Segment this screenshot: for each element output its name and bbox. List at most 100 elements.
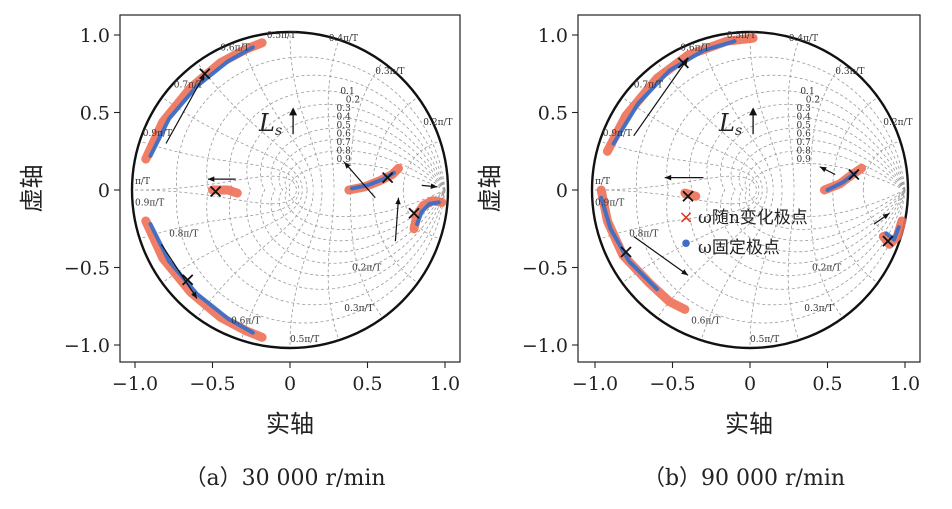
frequency-label: 0.2π/T [352,264,381,274]
frequency-curve [198,64,308,191]
panel-b: Ls0.10.20.30.40.50.60.70.80.90.2π/T0.3π/… [476,14,921,491]
frequency-curve [372,189,416,282]
x-axis-label: 实轴 [266,410,314,438]
frequency-curve [241,189,314,338]
frequency-label: 0.4π/T [329,34,358,44]
x-tick-label: −1.0 [112,373,158,395]
y-tick-label: −1.0 [64,335,110,357]
damping-label: 0.3 [337,104,352,114]
y-tick-label: −0.5 [522,258,568,280]
x-tick-label: 0 [284,373,296,395]
pole-locus [141,38,267,164]
axes-frame [577,14,921,363]
frequency-label: 0.6π/T [231,316,260,326]
x-tick-label: 1.0 [890,373,920,395]
damping-curve [720,116,906,264]
frequency-label: 0.4π/T [789,34,818,44]
panel-caption: （b）90 000 r/min [643,466,845,491]
unit-circle [130,30,450,350]
frequency-label: 0.5π/T [290,335,319,345]
frequency-label: 0.7π/T [174,81,203,91]
direction-arrow [394,197,400,242]
frequency-label: 0.2π/T [883,118,912,128]
series-fixed-poles [148,45,441,335]
damping-label: 0.2 [806,95,820,105]
frequency-label: 0.9π/T [603,129,632,139]
y-tick-label: −0.5 [64,258,110,280]
y-axis-label: 虚轴 [18,165,46,213]
axis-ticks: −1.0 −0.5 0 0.5 1.0 1.0 0.5 0 −0.5 −1.0 [522,25,920,395]
damping-curve [748,162,906,218]
frequency-label: 0.8π/T [629,230,658,240]
frequency-label: 0.8π/T [169,230,198,240]
frequency-label: 0.2π/T [423,118,452,128]
damping-curve [688,90,906,290]
frequency-curve [787,42,799,191]
pole-locus [148,222,255,335]
damping-curve [260,116,446,264]
damping-label: 0.5 [337,121,352,131]
damping-curve [730,127,906,253]
frequency-label: π/T [135,177,150,187]
frequency-curve [372,98,416,191]
frequency-curve [164,98,303,191]
legend-label: ω随n变化极点 [698,208,808,228]
frequency-curve [749,34,783,191]
damping-label: 0.6 [797,130,812,140]
frequency-curve [142,141,300,191]
y-tick-label: 1.0 [538,25,568,47]
frequency-label: 0.5π/T [750,335,779,345]
frequency-curve [658,189,768,316]
frequency-label: 0.6π/T [220,44,249,54]
pole-zero-grid [134,34,446,346]
x-tick-label: 0.5 [812,373,842,395]
y-tick-label: 0 [98,180,110,202]
frequency-label: 0.9π/T [135,199,164,209]
arrow-head [344,162,351,169]
frequency-curve [198,189,308,316]
frequency-curve [658,64,768,191]
frequency-label: π/T [595,177,610,187]
y-tick-label: 0.5 [538,103,568,125]
damping-label: 0.4 [797,112,812,122]
x-tick-label: 0 [744,373,756,395]
pole-marker [882,235,894,247]
damping-curve [288,162,446,218]
pole-marker [620,246,632,258]
damping-curve [666,74,906,306]
frequency-label: 0.3π/T [344,304,373,314]
ls-arrow-head [289,107,298,116]
frequency-label: 0.6π/T [680,44,709,54]
y-tick-label: 0 [556,180,568,202]
pole-marker [682,190,694,202]
frequency-label: 0.3π/T [375,67,404,77]
frequency-curve [350,189,382,316]
frequency-label: 0.3π/T [804,304,833,314]
y-tick-label: −1.0 [522,335,568,357]
x-tick-label: −0.5 [189,373,235,395]
damping-curve [270,127,446,253]
frequency-curve [787,189,799,338]
direction-arrow [343,161,376,199]
damping-curve [278,138,446,242]
damping-label: 0.8 [337,147,352,157]
x-tick-label: 1.0 [430,373,460,395]
ls-annotation: Ls [718,109,742,139]
x-tick-label: −0.5 [649,373,695,395]
damping-label: 0.9 [797,155,812,165]
arrow-head [681,269,688,276]
direction-arrow [633,236,689,276]
frequency-label: 0.2π/T [812,264,841,274]
frequency-curve [810,64,842,191]
arrow-head [682,58,688,66]
arrow-head [430,183,438,189]
frequency-curve [350,64,382,191]
damping-curve [206,74,446,306]
pole-locus [611,39,737,146]
frequency-curve [701,42,774,191]
ls-arrow-head [749,107,758,116]
axis-ticks: −1.0 −0.5 0 0.5 1.0 1.0 0.5 0 −0.5 −1.0 [64,25,460,395]
ls-annotation: Ls [258,109,282,139]
damping-label: 0.9 [337,155,352,165]
